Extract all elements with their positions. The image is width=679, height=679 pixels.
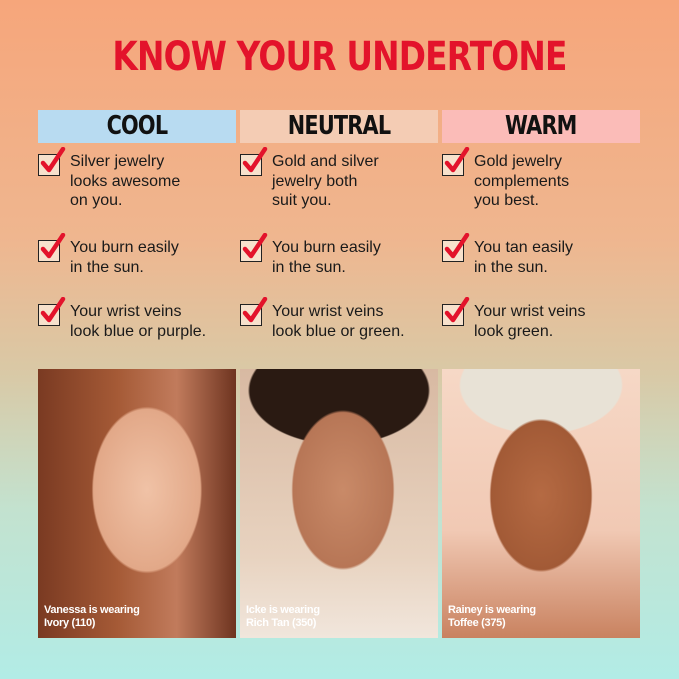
- header-warm: WARM: [442, 110, 640, 143]
- criteria-item: Silver jewelry looks awesome on you.: [38, 147, 181, 211]
- column-neutral: NEUTRAL Gold and silver jewelry both sui…: [240, 110, 438, 340]
- checkbox-checked-icon: [38, 147, 66, 176]
- checkbox-checked-icon: [442, 147, 470, 176]
- photo-caption: Rainey is wearing Toffee (375): [448, 604, 536, 629]
- criteria-item: You burn easily in the sun.: [38, 233, 179, 277]
- checkbox-checked-icon: [38, 233, 66, 262]
- checkbox-checked-icon: [442, 297, 470, 326]
- criteria-item: Your wrist veins look green.: [442, 297, 586, 341]
- photo-caption: Icke is wearing Rich Tan (350): [246, 604, 320, 629]
- model-photo-neutral: Icke is wearing Rich Tan (350): [240, 369, 438, 638]
- criteria-text: Your wrist veins look blue or green.: [272, 303, 405, 340]
- criteria-item: Your wrist veins look blue or purple.: [38, 297, 207, 341]
- column-warm: WARM Gold jewelry complements you best. …: [442, 110, 640, 340]
- column-cool: COOL Silver jewelry looks awesome on you…: [38, 110, 236, 340]
- checkbox-checked-icon: [38, 297, 66, 326]
- criteria-text: Silver jewelry looks awesome on you.: [70, 153, 181, 209]
- criteria-item: Your wrist veins look blue or green.: [240, 297, 405, 341]
- criteria-text: Gold jewelry complements you best.: [474, 153, 570, 209]
- header-cool: COOL: [38, 110, 236, 143]
- page-title: KNOW YOUR UNDERTONE: [112, 34, 567, 80]
- checkbox-checked-icon: [240, 233, 268, 262]
- checkbox-checked-icon: [240, 297, 268, 326]
- checkbox-checked-icon: [442, 233, 470, 262]
- criteria-text: Gold and silver jewelry both suit you.: [272, 153, 379, 209]
- model-photo-cool: Vanessa is wearing Ivory (110): [38, 369, 236, 638]
- criteria-item: Gold jewelry complements you best.: [442, 147, 570, 211]
- criteria-text: Your wrist veins look green.: [474, 303, 586, 340]
- photo-caption: Vanessa is wearing Ivory (110): [44, 604, 140, 629]
- criteria-text: You burn easily in the sun.: [70, 239, 179, 276]
- criteria-text: Your wrist veins look blue or purple.: [70, 303, 207, 340]
- criteria-item: Gold and silver jewelry both suit you.: [240, 147, 379, 211]
- criteria-text: You tan easily in the sun.: [474, 239, 574, 276]
- model-photo-warm: Rainey is wearing Toffee (375): [442, 369, 640, 638]
- criteria-item: You tan easily in the sun.: [442, 233, 574, 277]
- checkbox-checked-icon: [240, 147, 268, 176]
- header-neutral: NEUTRAL: [240, 110, 438, 143]
- criteria-item: You burn easily in the sun.: [240, 233, 381, 277]
- criteria-text: You burn easily in the sun.: [272, 239, 381, 276]
